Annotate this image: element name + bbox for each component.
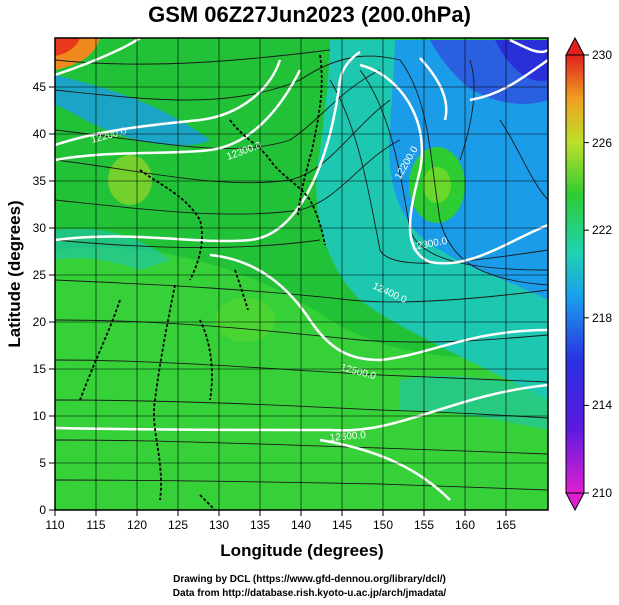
contour-label: 12600.0 (329, 430, 366, 444)
plot-title: GSM 06Z27Jun2023 (200.0hPa) (148, 2, 471, 27)
y-tick-label: 25 (33, 268, 47, 282)
x-tick-label: 125 (168, 518, 188, 532)
y-axis-labels: 0 5 10 15 20 25 30 35 40 45 (33, 80, 47, 517)
colorbar-tick-label: 222 (592, 223, 612, 237)
x-axis-title: Longitude (degrees) (220, 541, 383, 560)
y-tick-label: 20 (33, 315, 47, 329)
colorbar-tick-label: 214 (592, 398, 612, 412)
y-tick-label: 0 (39, 503, 46, 517)
y-tick-label: 35 (33, 174, 47, 188)
x-tick-label: 120 (127, 518, 147, 532)
colorbar-gradient (565, 54, 585, 494)
x-tick-label: 155 (414, 518, 434, 532)
colorbar: 230 226 222 218 214 210 (565, 36, 612, 512)
x-tick-label: 160 (455, 518, 475, 532)
x-axis-ticks (54, 510, 507, 516)
colorbar-labels: 230 226 222 218 214 210 (592, 48, 612, 500)
y-tick-label: 15 (33, 362, 47, 376)
map-grid (55, 38, 548, 510)
y-tick-label: 30 (33, 221, 47, 235)
x-tick-label: 130 (209, 518, 229, 532)
x-tick-label: 150 (373, 518, 393, 532)
x-tick-label: 165 (496, 518, 516, 532)
x-tick-label: 115 (86, 518, 105, 532)
y-axis-title: Latitude (degrees) (5, 200, 24, 347)
colorbar-tick-label: 230 (592, 48, 612, 62)
x-tick-label: 140 (291, 518, 311, 532)
temperature-field (55, 38, 548, 510)
y-tick-label: 10 (33, 409, 47, 423)
y-tick-label: 5 (39, 456, 46, 470)
colorbar-bottom-cap (565, 492, 585, 512)
x-axis-labels: 110 115 120 125 130 135 140 145 150 155 … (45, 518, 516, 532)
colorbar-tick-label: 226 (592, 136, 612, 150)
credit-drawing: Drawing by DCL (https://www.gfd-dennou.o… (173, 574, 446, 585)
y-tick-label: 45 (33, 80, 47, 94)
x-tick-label: 145 (332, 518, 352, 532)
credit-data: Data from http://database.rish.kyoto-u.a… (172, 588, 447, 599)
colorbar-top-cap (565, 36, 585, 56)
colorbar-tick-label: 210 (592, 486, 612, 500)
x-tick-label: 110 (45, 518, 64, 532)
x-tick-label: 135 (250, 518, 270, 532)
y-tick-label: 40 (33, 127, 47, 141)
y-axis-ticks (49, 86, 55, 511)
colorbar-tick-label: 218 (592, 311, 612, 325)
coastlines (79, 54, 326, 510)
